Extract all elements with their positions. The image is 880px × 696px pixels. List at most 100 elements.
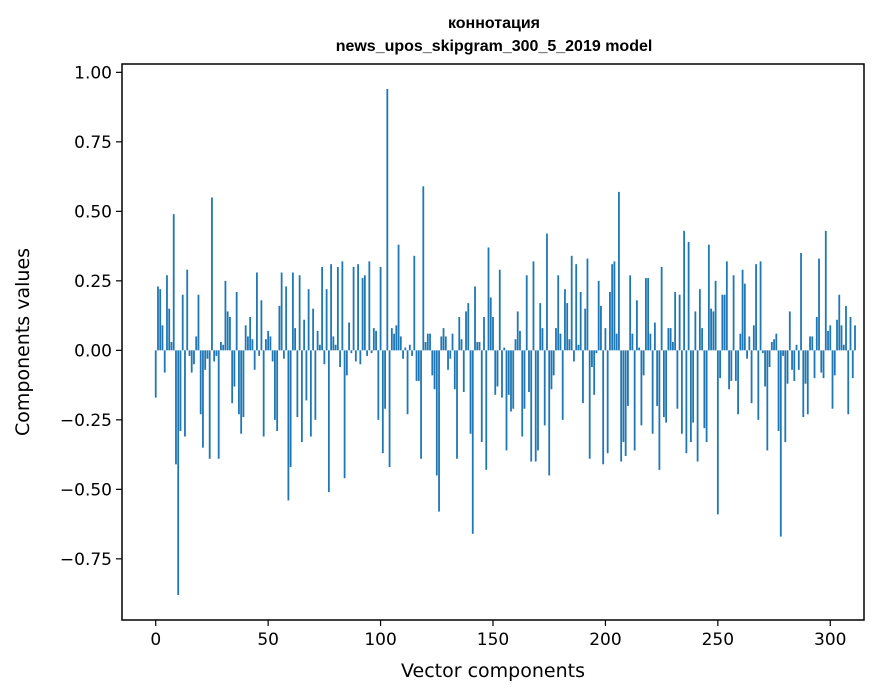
bar [154, 350, 157, 398]
bar [842, 344, 845, 351]
y-tick-label: −0.75 [60, 550, 112, 570]
bar [820, 350, 823, 373]
bar [451, 333, 454, 351]
bar [647, 278, 650, 351]
bar [573, 350, 575, 362]
bar [330, 264, 333, 351]
bar [671, 342, 674, 351]
bar [818, 258, 820, 351]
bar [638, 347, 641, 351]
bar [202, 350, 204, 448]
bar [487, 247, 490, 351]
bar [163, 350, 166, 373]
bar [750, 350, 753, 404]
bar [505, 350, 508, 451]
bar [678, 294, 681, 351]
bar [296, 350, 299, 418]
bar [797, 350, 800, 370]
bar [352, 266, 355, 351]
bar [361, 278, 364, 351]
bar [642, 350, 645, 376]
bar [199, 350, 202, 415]
bar [584, 308, 587, 351]
bar [730, 350, 733, 381]
bar [343, 350, 346, 479]
bar [314, 350, 317, 420]
bar [397, 244, 400, 351]
x-tick-label: 150 [477, 630, 509, 650]
x-tick-label: 300 [814, 630, 846, 650]
bar [640, 350, 643, 426]
bar [539, 303, 542, 351]
bar [743, 283, 746, 351]
bar [179, 350, 182, 431]
bar [568, 339, 571, 351]
bar [734, 350, 737, 381]
bar [694, 311, 697, 351]
bar [838, 294, 841, 351]
bar [417, 350, 420, 381]
bar [833, 350, 836, 376]
bar [656, 350, 659, 406]
bar [847, 350, 850, 415]
bar [541, 328, 544, 351]
bar [570, 255, 573, 351]
bar [516, 311, 519, 351]
bar [458, 316, 461, 351]
y-tick-label: 0.50 [74, 202, 112, 222]
bar [213, 350, 216, 362]
bar [276, 350, 279, 431]
bar [287, 350, 290, 501]
bar [680, 350, 683, 434]
bar [761, 350, 764, 354]
chart-title: коннотация [448, 15, 540, 32]
bar [379, 266, 382, 351]
bar [611, 264, 614, 351]
bar [188, 350, 191, 356]
bar [190, 350, 193, 373]
bar [822, 350, 825, 379]
bar [658, 350, 661, 470]
bar [534, 350, 537, 462]
x-tick-label: 50 [257, 630, 279, 650]
bar [305, 350, 308, 401]
bar [748, 336, 751, 351]
bar [620, 350, 623, 462]
bar [525, 275, 528, 351]
bar [627, 350, 629, 406]
bar [827, 330, 829, 351]
bar [181, 294, 184, 351]
bar [197, 294, 200, 351]
bar [251, 339, 254, 351]
bar [453, 350, 456, 390]
bar [172, 214, 175, 351]
bar [741, 269, 744, 351]
bar [705, 350, 708, 443]
bar [415, 350, 418, 381]
bar [528, 350, 530, 393]
bar [651, 350, 654, 434]
bar [411, 350, 413, 356]
bar [231, 350, 234, 404]
bar [591, 350, 593, 368]
bar [431, 350, 434, 376]
bar [752, 325, 755, 351]
bar [653, 322, 656, 351]
bar [624, 350, 627, 456]
bar [404, 347, 407, 351]
bar [606, 350, 609, 454]
bar [258, 350, 261, 356]
x-axis-label: Vector components [401, 660, 585, 682]
bar [561, 350, 564, 420]
bar [725, 261, 728, 351]
bar [235, 291, 238, 351]
bar [811, 336, 814, 351]
bar [746, 350, 748, 359]
chart-title-group: коннотация news_upos_skipgram_300_5_2019… [336, 15, 653, 55]
bar [375, 330, 377, 351]
bar [471, 350, 474, 534]
bar [465, 311, 467, 351]
bar [170, 342, 173, 351]
bar [588, 350, 591, 459]
bar [247, 336, 249, 351]
